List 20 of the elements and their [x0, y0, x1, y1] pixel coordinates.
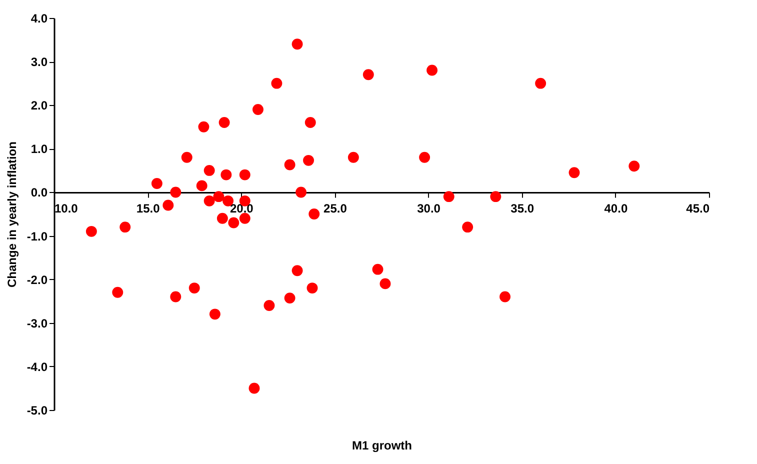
x-tick-label: 35.0 — [510, 202, 534, 216]
x-tick-label: 25.0 — [324, 202, 348, 216]
y-tick-label: -5.0 — [26, 404, 48, 418]
x-axis-title: M1 growth — [352, 438, 412, 452]
y-tick-label: 2.0 — [30, 98, 48, 113]
y-tick-label: -1.0 — [26, 229, 48, 244]
x-tick-label: 30.0 — [417, 202, 441, 216]
y-tick-label: 3.0 — [30, 55, 48, 70]
y-tick-label: -2.0 — [26, 272, 48, 287]
y-tick-label: -4.0 — [26, 360, 48, 374]
y-tick-label: 0.0 — [30, 186, 48, 200]
y-tick-label: -3.0 — [26, 316, 48, 330]
y-tick-label: 1.0 — [30, 142, 48, 156]
x-tick-label: 45.0 — [686, 202, 710, 216]
y-tick-label: 4.0 — [30, 12, 48, 26]
x-tick-label: 15.0 — [136, 202, 160, 216]
x-tick-label: 20.0 — [230, 202, 254, 216]
y-axis-title: Change in yearly inflation — [4, 141, 19, 288]
x-tick-label: 10.0 — [54, 202, 78, 216]
x-tick-label: 40.0 — [604, 202, 628, 216]
